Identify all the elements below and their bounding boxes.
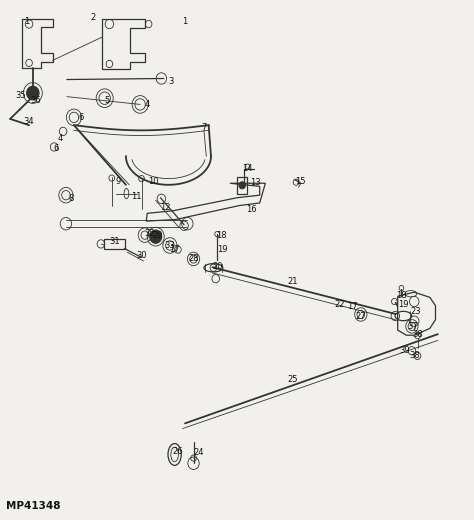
Text: 30: 30 <box>136 251 147 261</box>
Text: 15: 15 <box>296 177 306 186</box>
Text: 9: 9 <box>115 177 120 186</box>
Text: 20: 20 <box>213 262 223 271</box>
Text: 28: 28 <box>188 254 199 264</box>
Text: 36: 36 <box>31 96 42 105</box>
Text: 37: 37 <box>408 322 418 331</box>
Text: 24: 24 <box>193 448 203 458</box>
Text: 23: 23 <box>410 307 421 316</box>
Text: 14: 14 <box>242 164 253 173</box>
Text: 11: 11 <box>132 192 142 201</box>
Text: 12: 12 <box>160 203 171 212</box>
Text: 1: 1 <box>182 17 188 26</box>
Text: 17: 17 <box>347 302 358 311</box>
Text: 10: 10 <box>147 177 158 186</box>
Bar <box>237 177 247 193</box>
Text: 1: 1 <box>24 17 29 26</box>
Text: 22: 22 <box>335 300 345 308</box>
Text: 13: 13 <box>250 178 260 187</box>
Text: 8: 8 <box>68 194 73 203</box>
Text: 39: 39 <box>400 346 410 355</box>
Text: 25: 25 <box>288 375 298 384</box>
Text: 38: 38 <box>412 330 423 339</box>
Text: 4: 4 <box>57 134 63 142</box>
Circle shape <box>150 230 162 243</box>
Text: 34: 34 <box>24 116 34 125</box>
Text: 27: 27 <box>356 311 366 320</box>
Text: 26: 26 <box>173 447 183 457</box>
Text: 19: 19 <box>398 300 409 308</box>
Text: 6: 6 <box>78 113 84 122</box>
Text: 29: 29 <box>152 230 163 240</box>
Text: 4: 4 <box>145 100 150 109</box>
Text: 19: 19 <box>217 245 227 254</box>
Text: 6: 6 <box>54 144 59 153</box>
Text: 38: 38 <box>409 352 419 360</box>
Circle shape <box>239 181 246 189</box>
Text: MP41348: MP41348 <box>6 501 61 511</box>
Text: 32: 32 <box>144 228 155 238</box>
Text: 18: 18 <box>396 291 407 300</box>
Text: 35: 35 <box>15 90 26 100</box>
Text: 16: 16 <box>246 205 256 214</box>
Text: 31: 31 <box>110 237 120 246</box>
Circle shape <box>27 86 39 100</box>
Text: 2: 2 <box>90 13 95 22</box>
Text: 7: 7 <box>201 123 207 132</box>
Text: 21: 21 <box>288 277 298 287</box>
Text: 3: 3 <box>168 76 173 86</box>
Text: 17: 17 <box>169 245 180 254</box>
Text: 5: 5 <box>104 96 109 105</box>
Text: 18: 18 <box>217 230 227 240</box>
Text: 33: 33 <box>164 241 175 250</box>
